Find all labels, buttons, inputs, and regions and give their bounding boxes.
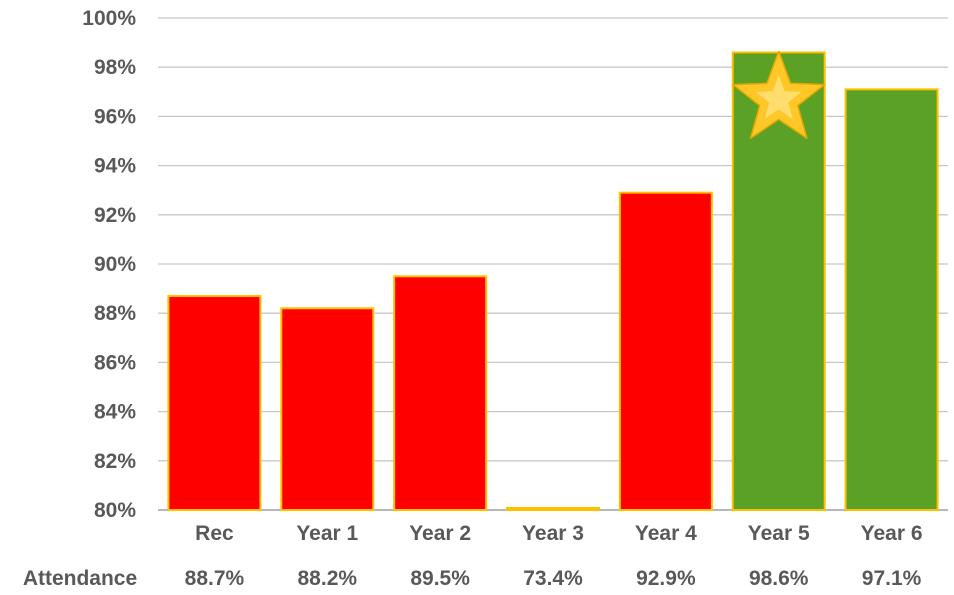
y-tick-label: 94% [94, 155, 136, 178]
bar-year-5 [731, 51, 826, 511]
x-tick-label: Year 6 [861, 522, 923, 545]
y-tick-label: 92% [94, 204, 136, 227]
data-table-value: 88.7% [185, 567, 245, 590]
x-tick-label: Rec [195, 522, 234, 545]
y-tick-label: 98% [94, 56, 136, 79]
bar-year-2 [393, 275, 488, 511]
y-tick-label: 100% [82, 7, 136, 30]
x-tick-label: Year 3 [522, 522, 584, 545]
y-tick-label: 86% [94, 351, 136, 374]
data-table-value: 73.4% [523, 567, 583, 590]
x-tick-label: Year 2 [409, 522, 471, 545]
x-axis-tick-labels: Rec Year 1 Year 2 Year 3 Year 4 Year 5 Year 6 [195, 522, 922, 545]
bars [167, 51, 939, 512]
gridlines [158, 17, 948, 511]
bar-year-4 [618, 191, 713, 511]
data-table-value: 89.5% [410, 567, 470, 590]
data-table: Attendance 88.7% 88.2% 89.5% 73.4% 92.9% 98.6… [23, 567, 922, 590]
data-table-value: 88.2% [298, 567, 358, 590]
star-icon-highlight [755, 75, 802, 119]
y-tick-label: 96% [94, 105, 136, 128]
y-tick-label: 90% [94, 253, 136, 276]
y-tick-label: 80% [94, 499, 136, 522]
bar-rec [167, 294, 262, 512]
data-table-value: 97.1% [862, 567, 922, 590]
icons [732, 50, 826, 140]
y-tick-label: 82% [94, 450, 136, 473]
bar-year-3 [506, 507, 600, 511]
y-tick-label: 88% [94, 302, 136, 325]
x-tick-label: Year 4 [635, 522, 697, 545]
x-tick-label: Year 5 [748, 522, 810, 545]
x-tick-label: Year 1 [296, 522, 358, 545]
y-tick-label: 84% [94, 401, 136, 424]
data-table-value: 92.9% [636, 567, 696, 590]
bar-year-6 [844, 88, 939, 511]
bar-year-1 [280, 307, 375, 511]
data-table-row-label: Attendance [23, 567, 137, 590]
y-axis-tick-labels: 80% 82% 84% 86% 88% 90% 92% 94% 96% 98% 100% [82, 7, 136, 522]
data-table-value: 98.6% [749, 567, 809, 590]
